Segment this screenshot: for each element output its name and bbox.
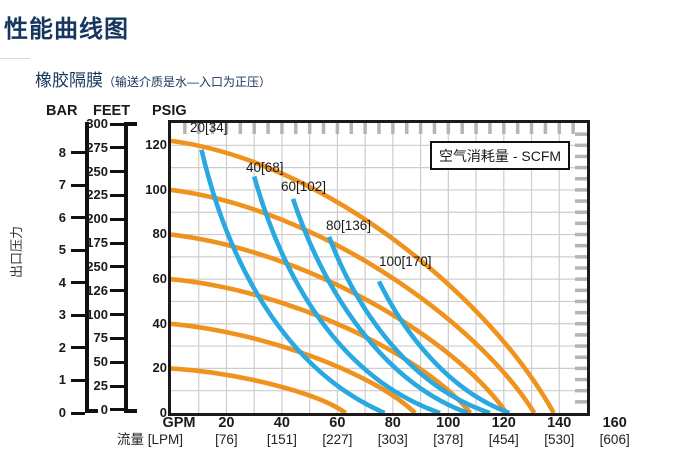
bar-tick-label: 0 [58, 405, 66, 421]
psig-tick-label: 60 [152, 270, 167, 286]
subtitle-note: （输送介质是水—入口为正压） [103, 75, 272, 89]
bar-tick-label: 6 [58, 209, 66, 225]
feet-tick-mark [110, 336, 124, 340]
feet-axis-line [124, 122, 128, 413]
feet-tick-mark [110, 313, 124, 317]
title-underline [0, 58, 30, 59]
psig-tick-label: 80 [152, 226, 167, 242]
air-curve-label-100scfm: 100[170] [379, 254, 432, 269]
bar-tick-mark [71, 248, 85, 252]
lpm-tick-label: [151] [266, 432, 297, 447]
lpm-tick-label: [530] [544, 432, 575, 447]
feet-tick-mark [110, 217, 124, 221]
feet-axis-bottom-cap [124, 409, 137, 413]
lpm-tick-label: [227] [322, 432, 353, 447]
air-curve-20scfm [199, 149, 386, 416]
feet-tick-mark [110, 384, 124, 388]
axis-header-feet: FEET [93, 103, 131, 119]
bar-tick-label: 3 [58, 307, 66, 323]
feet-tick-label: 250 [86, 258, 108, 274]
legend-box: 空气消耗量 - SCFM [430, 141, 570, 170]
bar-tick-mark [71, 378, 85, 382]
bar-tick-label: 4 [58, 274, 66, 290]
feet-tick-mark [110, 170, 124, 174]
air-curve-label-60scfm: 60[102] [281, 179, 327, 194]
pressure-curve-inlet-40-psig [170, 321, 417, 415]
lpm-tick-label: [378] [433, 432, 464, 447]
air-curve-label-40scfm: 40[68] [246, 160, 284, 175]
air-curve-label-80scfm: 80[136] [326, 218, 372, 233]
page-title: 性能曲线图 [4, 16, 129, 43]
bar-tick-mark [71, 411, 85, 415]
air-curve-80scfm [326, 235, 491, 416]
bar-tick-mark [71, 346, 85, 350]
feet-axis-top-cap [124, 122, 137, 126]
psig-tick-label: 100 [145, 181, 167, 197]
feet-tick-label: 100 [86, 306, 108, 322]
axis-header-psig: PSIG [152, 103, 187, 119]
lpm-tick-label: [606] [599, 432, 630, 447]
bar-tick-mark [71, 183, 85, 187]
x-axis-unit-gpm: GPM [162, 415, 196, 431]
legend-label: 空气消耗量 - SCFM [438, 147, 562, 164]
feet-tick-label: 200 [86, 211, 108, 227]
feet-tick-label: 250 [86, 163, 108, 179]
bar-tick-label: 1 [58, 372, 66, 388]
psig-tick-label: 120 [145, 137, 167, 152]
lpm-tick-label: [303] [377, 432, 408, 447]
pressure-curve-inlet-20-psig [170, 366, 348, 415]
bar-tick-label: 5 [58, 242, 66, 258]
pressure-curve-inlet-120-psig [170, 138, 556, 415]
feet-tick-mark [110, 360, 124, 364]
bar-tick-label: 7 [58, 177, 66, 193]
air-curve-40scfm [251, 175, 441, 416]
y-axis-title: 出口压力 [9, 225, 24, 278]
chart-subtitle: 橡胶隔膜（输送介质是水—入口为正压） [35, 66, 271, 91]
psig-tick-label: 20 [152, 360, 167, 376]
feet-tick-mark [110, 289, 124, 293]
feet-tick-label: 225 [86, 187, 108, 203]
feet-tick-label: 50 [93, 354, 108, 370]
feet-tick-label: 175 [86, 235, 108, 251]
air-curve-label-20scfm: 20[34] [190, 120, 228, 135]
bar-tick-mark [71, 313, 85, 317]
bar-tick-mark [71, 151, 85, 155]
pressure-curve-inlet-80-psig [170, 232, 509, 415]
performance-curves-canvas [170, 123, 587, 416]
bar-axis-bottom-cap [85, 409, 98, 413]
feet-tick-label: 126 [86, 282, 108, 298]
axis-header-bar: BAR [46, 103, 78, 119]
feet-tick-mark [110, 241, 124, 245]
bar-axis-line [85, 122, 89, 413]
bar-tick-label: 8 [58, 144, 66, 160]
air-curve-100scfm [376, 280, 511, 416]
feet-tick-mark [110, 193, 124, 197]
feet-tick-mark [110, 146, 124, 150]
feet-tick-mark [110, 265, 124, 269]
bar-tick-mark [71, 281, 85, 285]
feet-tick-mark [110, 122, 124, 126]
psig-tick-label: 40 [152, 315, 167, 331]
air-curve-60scfm [290, 198, 469, 416]
subtitle-main: 橡胶隔膜 [35, 71, 103, 90]
lpm-tick-label: [454] [488, 432, 519, 447]
gpm-tick-label: 160 [602, 415, 627, 431]
feet-tick-label: 75 [93, 330, 108, 346]
x-axis-unit-lpm: 流量 [LPM] [117, 432, 184, 447]
feet-tick-label: 275 [86, 139, 108, 155]
pressure-curve-inlet-60-psig [170, 276, 473, 415]
bar-tick-mark [71, 216, 85, 220]
feet-tick-mark [110, 408, 124, 412]
bar-tick-label: 2 [58, 339, 66, 355]
pressure-curve-inlet-100-psig [170, 187, 537, 415]
feet-tick-label: 25 [93, 378, 108, 394]
